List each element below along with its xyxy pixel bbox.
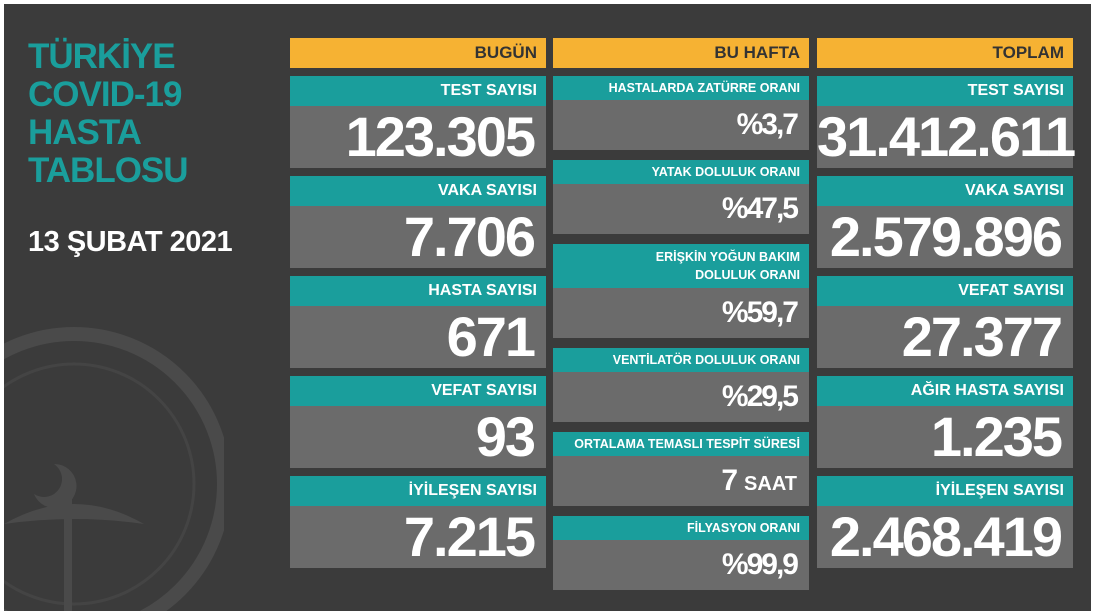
date: 13 ŞUBAT 2021: [28, 226, 233, 258]
stat-value: 1.235: [930, 405, 1063, 468]
stat-label: TEST SAYISI: [290, 76, 546, 106]
stat-box: VEFAT SAYISI 27.377: [817, 276, 1073, 368]
stat-box: AĞIR HASTA SAYISI 1.235: [817, 376, 1073, 468]
stat-box: YATAK DOLULUK ORANI %47,5: [553, 160, 809, 234]
stat-label: HASTA SAYISI: [290, 276, 546, 306]
title-line: TÜRKİYE: [28, 37, 176, 76]
stat-box: ERİŞKİN YOĞUN BAKIM DOLULUK ORANI %59,7: [553, 244, 809, 338]
stat-label: İYİLEŞEN SAYISI: [817, 476, 1073, 506]
title-line: HASTA: [28, 113, 142, 152]
emblem: [4, 327, 224, 611]
stat-label: FİLYASYON ORANI: [553, 516, 809, 540]
stat-box: VAKA SAYISI 7.706: [290, 176, 546, 268]
stat-value: %99,9: [721, 548, 799, 581]
title-line: COVID-19: [28, 75, 182, 114]
title-line: TABLOSU: [28, 151, 189, 190]
stat-label: ERİŞKİN YOĞUN BAKIM DOLULUK ORANI: [553, 244, 809, 288]
panel: TÜRKİYE COVID-19 HASTA TABLOSU 13 ŞUBAT 202…: [4, 4, 1091, 611]
stat-value: 123.305: [345, 105, 536, 168]
stat-label: VAKA SAYISI: [290, 176, 546, 206]
stat-value: %59,7: [721, 296, 799, 329]
stat-label: TEST SAYISI: [817, 76, 1073, 106]
stat-box: TEST SAYISI 31.412.611: [817, 76, 1076, 168]
stat-label: ORTALAMA TEMASLI TESPİT SÜRESİ: [553, 432, 809, 456]
stat-value: %47,5: [721, 192, 799, 225]
stat-box: VAKA SAYISI 2.579.896: [817, 176, 1073, 268]
stat-value: 27.377: [901, 305, 1063, 368]
stat-value: 7.215: [403, 505, 536, 568]
stat-label: YATAK DOLULUK ORANI: [553, 160, 809, 184]
column-header: BU HAFTA: [553, 38, 809, 68]
stat-box: HASTA SAYISI 671: [290, 276, 546, 368]
stat-box: İYİLEŞEN SAYISI 7.215: [290, 476, 546, 568]
stat-value: 7 SAAT: [721, 464, 797, 497]
stat-box: TEST SAYISI 123.305: [290, 76, 546, 168]
stat-value: %3,7: [736, 108, 799, 141]
stat-box: VENTİLATÖR DOLULUK ORANI %29,5: [553, 348, 809, 422]
stat-box: ORTALAMA TEMASLI TESPİT SÜRESİ 7 SAAT: [553, 432, 809, 506]
stat-value: 93: [475, 405, 536, 468]
stat-value: 31.412.611: [817, 105, 1076, 168]
stat-label: AĞIR HASTA SAYISI: [817, 376, 1073, 406]
stat-value: 7.706: [403, 205, 536, 268]
stat-label: VAKA SAYISI: [817, 176, 1073, 206]
stat-value: 2.579.896: [829, 205, 1063, 268]
stat-label: İYİLEŞEN SAYISI: [290, 476, 546, 506]
column-header: TOPLAM: [817, 38, 1073, 68]
stat-box: İYİLEŞEN SAYISI 2.468.419: [817, 476, 1073, 568]
stat-label: VENTİLATÖR DOLULUK ORANI: [553, 348, 809, 372]
stat-box: VEFAT SAYISI 93: [290, 376, 546, 468]
title: TÜRKİYE COVID-19 HASTA TABLOSU: [28, 37, 189, 190]
stat-value: 671: [446, 305, 536, 368]
stat-value: %29,5: [721, 380, 799, 413]
stat-unit: SAAT: [744, 473, 797, 495]
stat-value: 2.468.419: [829, 505, 1063, 568]
stat-label: VEFAT SAYISI: [290, 376, 546, 406]
stat-label: HASTALARDA ZATÜRRE ORANI: [553, 76, 809, 100]
stat-box: FİLYASYON ORANI %99,9: [553, 516, 809, 590]
stat-box: HASTALARDA ZATÜRRE ORANI %3,7: [553, 76, 809, 150]
stat-label: VEFAT SAYISI: [817, 276, 1073, 306]
column-header: BUGÜN: [290, 38, 546, 68]
